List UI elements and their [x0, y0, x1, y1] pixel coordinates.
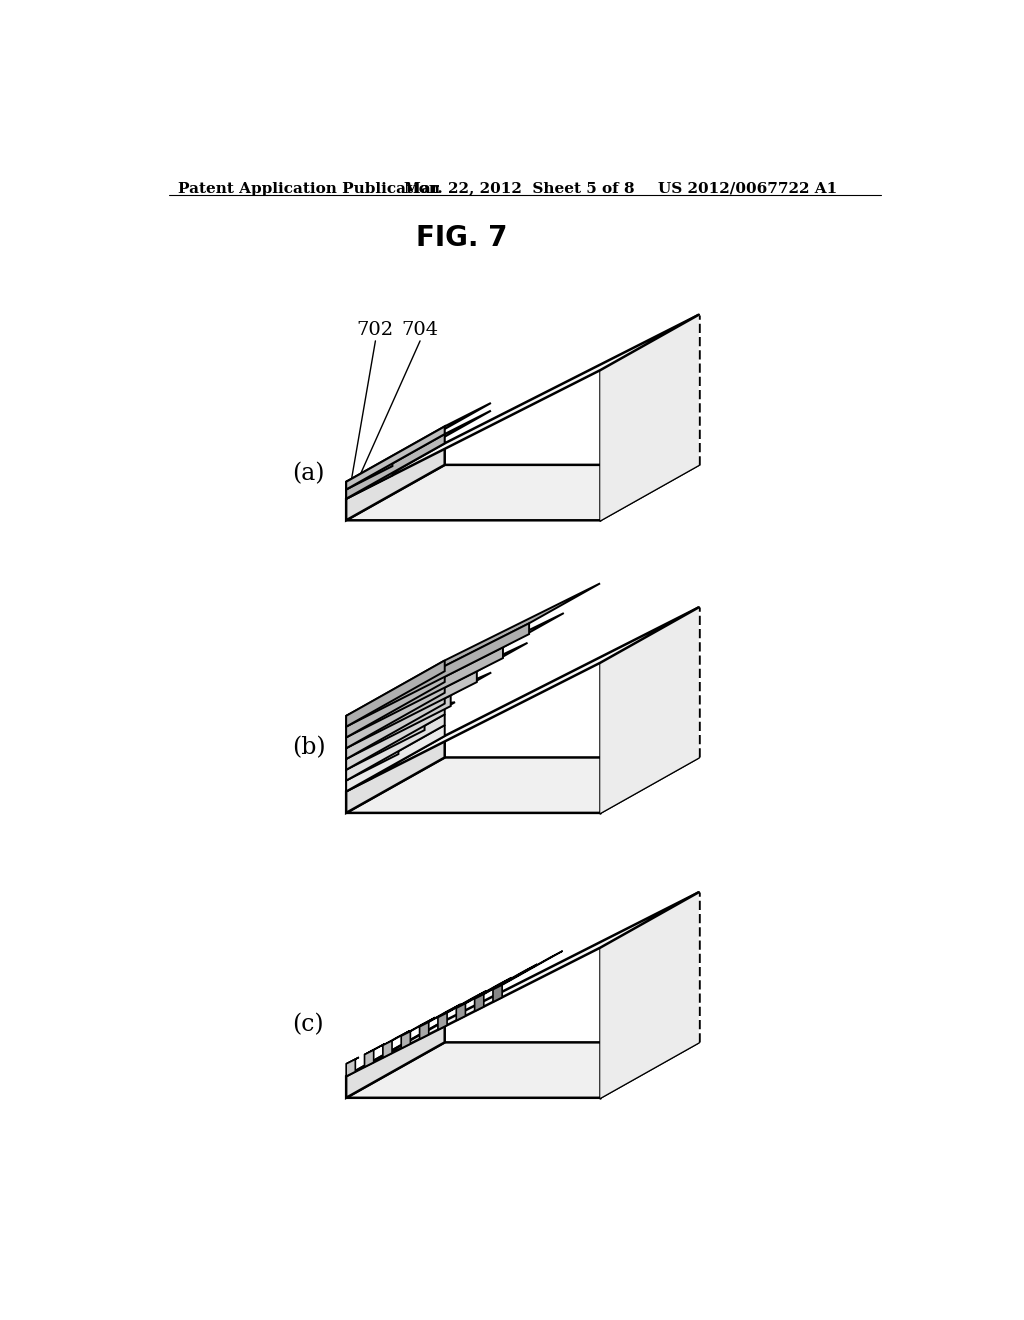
Polygon shape — [346, 1020, 444, 1098]
Polygon shape — [346, 444, 444, 520]
Polygon shape — [600, 314, 698, 520]
Polygon shape — [438, 991, 486, 1018]
Polygon shape — [346, 643, 527, 738]
Polygon shape — [346, 671, 444, 738]
Polygon shape — [346, 704, 444, 770]
Text: (c): (c) — [292, 1014, 324, 1036]
Polygon shape — [346, 1057, 358, 1064]
Polygon shape — [346, 583, 600, 715]
Polygon shape — [346, 696, 451, 759]
Polygon shape — [600, 607, 698, 813]
Polygon shape — [346, 434, 444, 499]
Polygon shape — [346, 466, 392, 499]
Polygon shape — [346, 719, 425, 770]
Text: US 2012/0067722 A1: US 2012/0067722 A1 — [658, 182, 838, 195]
Polygon shape — [401, 1018, 435, 1036]
Polygon shape — [346, 725, 444, 792]
Polygon shape — [346, 465, 698, 520]
Polygon shape — [346, 682, 444, 748]
Text: FIG. 7: FIG. 7 — [416, 224, 508, 252]
Polygon shape — [346, 1043, 698, 1098]
Polygon shape — [383, 1031, 410, 1045]
Polygon shape — [438, 1012, 447, 1030]
Polygon shape — [346, 702, 455, 759]
Polygon shape — [346, 737, 444, 813]
Polygon shape — [457, 1003, 466, 1020]
Polygon shape — [346, 892, 698, 1076]
Polygon shape — [346, 403, 490, 482]
Polygon shape — [457, 978, 512, 1008]
Polygon shape — [346, 458, 392, 490]
Polygon shape — [474, 994, 483, 1011]
Polygon shape — [365, 1049, 374, 1067]
Polygon shape — [346, 725, 444, 780]
Polygon shape — [346, 758, 698, 813]
Polygon shape — [474, 964, 538, 999]
Polygon shape — [346, 623, 529, 726]
Polygon shape — [600, 892, 698, 1098]
Polygon shape — [346, 411, 490, 490]
Polygon shape — [346, 607, 698, 792]
Polygon shape — [346, 672, 477, 748]
Polygon shape — [346, 314, 698, 499]
Polygon shape — [346, 743, 398, 780]
Polygon shape — [346, 714, 444, 780]
Polygon shape — [346, 647, 503, 738]
Polygon shape — [420, 1005, 461, 1027]
Text: Mar. 22, 2012  Sheet 5 of 8: Mar. 22, 2012 Sheet 5 of 8 — [403, 182, 635, 195]
Polygon shape — [365, 1044, 384, 1055]
Polygon shape — [493, 950, 562, 990]
Polygon shape — [346, 714, 444, 770]
Polygon shape — [346, 767, 373, 792]
Polygon shape — [493, 985, 502, 1002]
Text: Patent Application Publication: Patent Application Publication — [178, 182, 440, 195]
Text: 704: 704 — [401, 321, 438, 339]
Polygon shape — [346, 426, 444, 490]
Text: 702: 702 — [356, 321, 394, 339]
Polygon shape — [383, 1040, 392, 1057]
Text: (a): (a) — [292, 462, 325, 486]
Polygon shape — [346, 693, 444, 759]
Polygon shape — [346, 672, 492, 748]
Polygon shape — [401, 1031, 411, 1048]
Polygon shape — [420, 1022, 429, 1039]
Polygon shape — [346, 1059, 355, 1076]
Polygon shape — [346, 612, 564, 726]
Polygon shape — [346, 660, 444, 726]
Text: (b): (b) — [292, 737, 326, 759]
